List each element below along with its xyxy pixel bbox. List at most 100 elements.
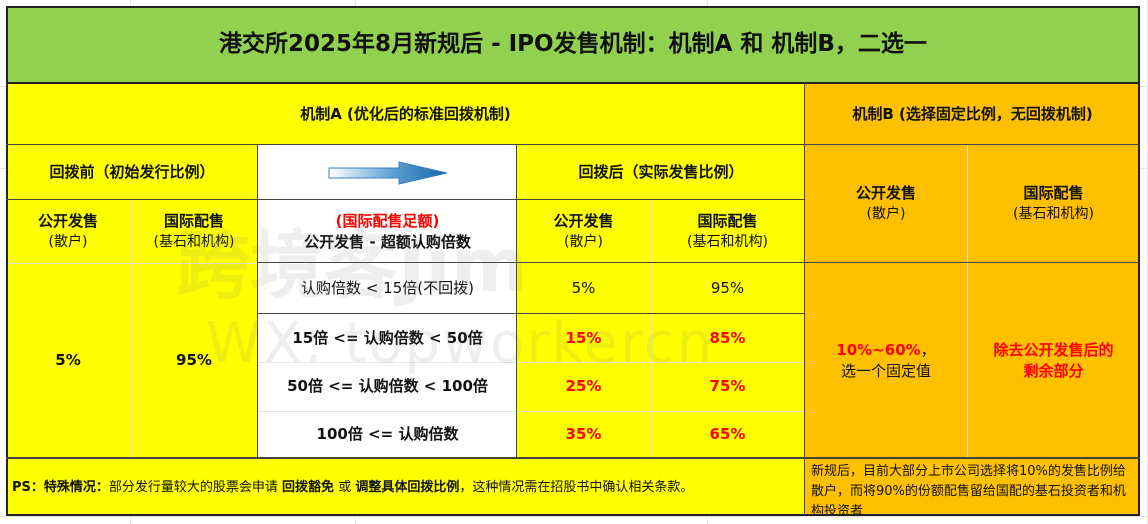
condition-text: 50倍 <= 认购倍数 < 100倍 (287, 377, 488, 395)
border (6, 82, 1140, 84)
border (6, 6, 8, 516)
before-public-label: 公开发售 (37, 211, 98, 230)
table-row-2-condition: 15倍 <= 认购倍数 < 50倍 (258, 314, 517, 362)
border (6, 6, 1140, 8)
divider (6, 263, 258, 264)
divider (967, 145, 968, 458)
table-row-3-public: 25% (517, 362, 650, 411)
footer-text-2: 或 (334, 479, 356, 495)
condition-label: 公开发售 - 超额认购倍数 (304, 232, 471, 251)
border (6, 144, 1140, 145)
footer-bold-2: 调整具体回拨比例 (355, 479, 460, 495)
mech-b-intl-sub: (基石和机构) (1013, 206, 1094, 222)
border (6, 514, 1140, 516)
before-public-header: 公开发售 (散户) (6, 200, 130, 263)
border (804, 83, 805, 516)
border (1138, 6, 1140, 516)
border (516, 145, 517, 458)
footer-note-text: PS：特殊情况：部分发行量较大的股票会申请 回拨豁免 或 调整具体回拨比例，这种… (12, 477, 693, 498)
before-intl-sub: (基石和机构) (153, 233, 235, 250)
range-text: 10%~60% (836, 340, 921, 359)
mech-b-intl-header: 国际配售 (基石和机构) (967, 145, 1140, 263)
right-arrow-icon (328, 160, 447, 185)
mech-b-intl-value: 除去公开发售后的 剩余部分 (967, 263, 1140, 458)
border (258, 199, 805, 200)
table-title: 港交所2025年8月新规后 - IPO发售机制：机制A 和 机制B，二选一 (6, 6, 1140, 83)
range-suffix: ， (920, 340, 936, 359)
mech-b-public-value: 10%~60%， 选一个固定值 (805, 263, 967, 458)
intl-value: 95% (710, 279, 745, 297)
condition-text: 15倍 <= 认购倍数 < 50倍 (292, 328, 483, 347)
table-row-1-intl: 95% (650, 263, 805, 314)
mechanism-b-header: 机制B (选择固定比例，无回拨机制) (805, 83, 1140, 145)
mechanism-b-footer-note: 新规后，目前大部分上市公司选择将10%的发售比例给散户，而将90%的份额配售留给… (805, 458, 1140, 519)
footer-text-1: 部分发行量较大的股票会申请 (108, 479, 283, 495)
condition-text: 认购倍数 < 15倍(不回拨) (301, 279, 474, 297)
divider (130, 200, 131, 458)
range-note: 选一个固定值 (840, 361, 931, 380)
before-intl-header: 国际配售 (基石和机构) (130, 200, 258, 263)
table-row-1-condition: 认购倍数 < 15倍(不回拨) (258, 263, 517, 314)
table-row-1-public: 5% (517, 263, 650, 314)
mechanism-a-footer-note: PS：特殊情况：部分发行量较大的股票会申请 回拨豁免 或 调整具体回拨比例，这种… (6, 458, 805, 516)
before-public-value: 5% (6, 263, 130, 458)
table-row-4-public: 35% (517, 411, 650, 458)
title-text: 港交所2025年8月新规后 - IPO发售机制：机制A 和 机制B，二选一 (219, 31, 927, 57)
table-row-2-public: 15% (517, 314, 650, 362)
before-intl-value-text: 95% (176, 351, 212, 369)
mech-b-intl-label: 国际配售 (1023, 184, 1084, 202)
table-row-2-intl: 85% (650, 314, 805, 362)
intl-value: 85% (709, 328, 746, 347)
mech-b-public-label: 公开发售 (855, 184, 916, 202)
divider (258, 411, 805, 412)
border (6, 457, 1140, 459)
before-intl-value: 95% (130, 263, 258, 458)
arrow-cell (258, 145, 517, 200)
intl-value: 65% (709, 425, 746, 443)
public-value: 35% (565, 425, 602, 443)
before-intl-label: 国际配售 (163, 211, 224, 230)
footer-bold-1: 回拨豁免 (282, 479, 335, 495)
mech-b-public-sub: (散户) (866, 206, 906, 222)
mechanism-a-header: 机制A (优化后的标准回拨机制) (6, 83, 805, 145)
table-row-4-condition: 100倍 <= 认购倍数 (258, 411, 517, 458)
after-public-sub: (散户) (564, 233, 603, 250)
border (258, 262, 1140, 263)
public-value: 5% (571, 279, 596, 297)
mech-b-public-range: 10%~60%， (836, 340, 935, 361)
condition-text: 100倍 <= 认购倍数 (316, 425, 459, 443)
ipo-mechanism-table: 港交所2025年8月新规后 - IPO发售机制：机制A 和 机制B，二选一 机制… (6, 6, 1140, 519)
footer-text-3: ，这种情况需在招股书中确认相关条款。 (459, 479, 694, 495)
public-value: 25% (565, 377, 602, 395)
table-row-4-intl: 65% (650, 411, 805, 458)
condition-header: (国际配售足额) 公开发售 - 超额认购倍数 (258, 200, 517, 263)
mech-b-public-header: 公开发售 (散户) (805, 145, 967, 263)
footer-prefix: PS：特殊情况： (12, 479, 109, 495)
divider (650, 200, 651, 458)
intl-remainder-line2: 剩余部分 (1023, 361, 1084, 380)
before-header-text: 回拨前（初始发行比例） (49, 163, 215, 181)
border (6, 199, 258, 200)
public-value: 15% (565, 328, 602, 347)
after-clawback-header: 回拨后（实际发售比例） (517, 145, 805, 200)
intl-value: 75% (709, 377, 746, 395)
divider (258, 362, 805, 363)
table-row-3-condition: 50倍 <= 认购倍数 < 100倍 (258, 362, 517, 411)
table-row-3-intl: 75% (650, 362, 805, 411)
border (258, 313, 805, 314)
after-intl-sub: (基石和机构) (687, 233, 768, 250)
intl-remainder-line1: 除去公开发售后的 (993, 340, 1114, 359)
after-public-label: 公开发售 (553, 211, 614, 230)
mech-b-footer-text: 新规后，目前大部分上市公司选择将10%的发售比例给散户，而将90%的份额配售留给… (811, 464, 1126, 519)
condition-note: (国际配售足额) (335, 211, 440, 230)
after-public-header: 公开发售 (散户) (517, 200, 650, 263)
mechanism-a-header-text: 机制A (优化后的标准回拨机制) (300, 104, 511, 123)
before-public-sub: (散户) (48, 233, 88, 250)
mechanism-b-header-text: 机制B (选择固定比例，无回拨机制) (852, 104, 1093, 123)
border (257, 145, 258, 458)
before-clawback-header: 回拨前（初始发行比例） (6, 145, 258, 200)
after-intl-label: 国际配售 (697, 211, 758, 230)
after-intl-header: 国际配售 (基石和机构) (650, 200, 805, 263)
before-public-value-text: 5% (55, 351, 81, 369)
after-header-text: 回拨后（实际发售比例） (578, 163, 744, 181)
